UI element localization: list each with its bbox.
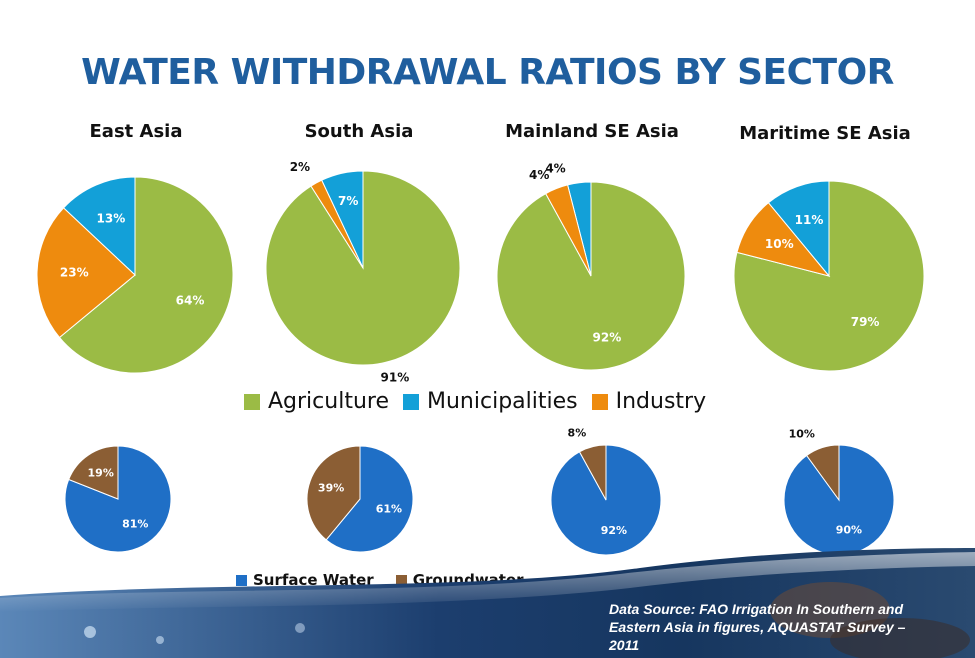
pie-0-label-industry: 23% (60, 266, 89, 280)
pie-1-label-agriculture: 91% (381, 370, 410, 384)
pie-2-label-agriculture: 92% (593, 330, 622, 344)
pie-0-label-agriculture: 64% (176, 293, 205, 307)
pie-5-label-groundwater: 39% (318, 482, 344, 495)
pie-1-slice-industry (310, 179, 364, 269)
region-title-south-asia: South Asia (304, 121, 414, 142)
data-source-note: Data Source: FAO Irrigation In Southern … (609, 601, 906, 653)
pie-2-slice-industry (545, 184, 592, 277)
pie-4-label-groundwater: 19% (88, 467, 114, 480)
pie-3-label-municipalities: 11% (795, 213, 824, 227)
pie-2-label-industry: 4% (529, 168, 549, 182)
pie-4-label-surface-water: 81% (122, 517, 148, 530)
pie-7-label-groundwater: 10% (789, 428, 815, 441)
pie-6-label-groundwater: 8% (568, 426, 587, 439)
legend-swatch-agriculture (244, 393, 260, 410)
pie-3-slice-agriculture (733, 180, 925, 372)
legend-label-agriculture: Agriculture (268, 389, 389, 414)
pie-2-label-municipalities: 4% (545, 161, 565, 175)
pie-7-label-surface-water: 90% (836, 523, 862, 536)
legend-label-surface-water: Surface Water (253, 571, 374, 589)
legend-swatch-surface-water (236, 574, 247, 586)
pie-6-label-surface-water: 92% (601, 524, 627, 537)
pie-5-slice-surface-water (325, 445, 414, 553)
pie-3-label-agriculture: 79% (851, 315, 880, 329)
legend-item-agriculture: Agriculture (244, 389, 389, 414)
legend-item-surface-water: Surface Water (236, 571, 374, 589)
region-title-mainland-se-asia: Mainland SE Asia (505, 121, 679, 142)
legend-item-municipalities: Municipalities (403, 389, 578, 414)
region-title-maritime-se-asia: Maritime SE Asia (739, 123, 911, 144)
slide-title: WATER WITHDRAWAL RATIOS BY SECTOR (81, 52, 894, 93)
pie-0-slice-industry (36, 207, 136, 339)
pie-1-label-municipalities: 7% (338, 194, 358, 208)
legend-swatch-groundwater (395, 574, 407, 586)
pie-7-slice-groundwater (805, 444, 840, 502)
pie-5-label-surface-water: 61% (376, 502, 402, 515)
legend-swatch-municipalities (403, 393, 419, 410)
legend-swatch-industry (591, 393, 608, 410)
pie-0-slice-municipalities (62, 176, 136, 277)
pie-6-slice-groundwater (578, 444, 607, 501)
pie-4-slice-groundwater (68, 445, 119, 500)
pie-3-label-industry: 10% (765, 237, 794, 251)
legend-item-industry: Industry (591, 389, 707, 414)
pie-3-slice-industry (736, 202, 831, 277)
sector-legend: Agriculture Municipalities Industry (244, 389, 720, 414)
pie-0-slice-agriculture (58, 176, 234, 374)
legend-label-industry: Industry (615, 389, 707, 414)
pie-3-slice-municipalities (767, 180, 830, 278)
legend-label-municipalities: Municipalities (427, 389, 578, 414)
pie-1-label-industry: 2% (290, 160, 310, 174)
region-title-east-asia: East Asia (89, 121, 183, 142)
pie-0-label-municipalities: 13% (97, 212, 126, 226)
pie-5-slice-groundwater (306, 445, 361, 541)
